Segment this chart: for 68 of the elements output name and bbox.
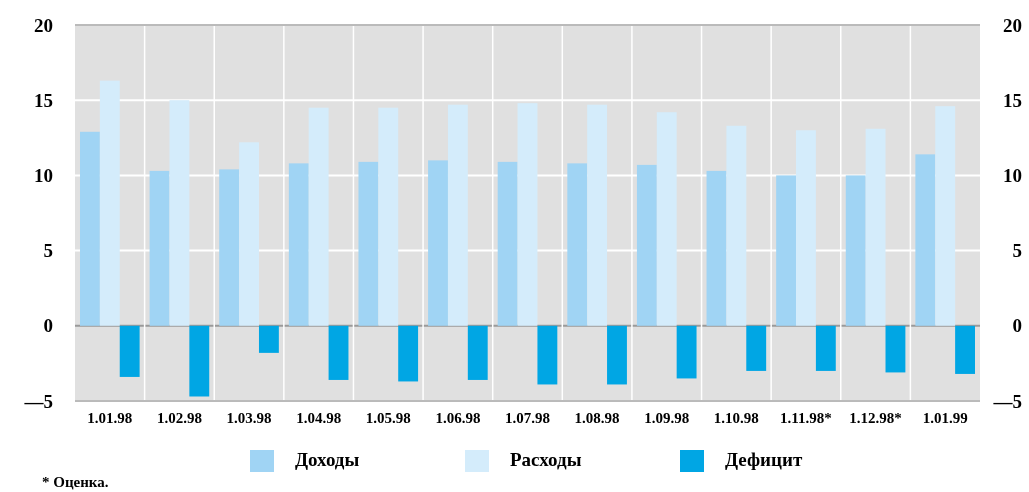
bar: [288, 163, 309, 326]
bar: [308, 107, 329, 326]
bar: [706, 170, 727, 326]
bar: [676, 325, 697, 379]
y2-tick-label: 15: [1003, 89, 1022, 111]
bar: [885, 325, 906, 373]
text: * Оценка.: [42, 474, 109, 490]
bar: [80, 131, 100, 326]
bar: [656, 112, 677, 326]
x-tick-label: 1.01.98: [87, 410, 133, 426]
legend-label: Доходы: [295, 449, 360, 470]
x-tick-label: 1.09.98: [644, 410, 690, 426]
bar: [955, 325, 975, 374]
bar: [119, 325, 140, 377]
bar: [99, 80, 120, 326]
bar: [607, 325, 627, 385]
bar: [189, 325, 210, 397]
x-tick-label: 1.05.98: [365, 410, 411, 426]
bar: [537, 325, 558, 385]
x-tick-label: 1.02.98: [156, 410, 202, 426]
bar: [935, 106, 956, 326]
bar: [845, 175, 866, 326]
y2-tick-label: —5: [992, 390, 1022, 412]
bar: [497, 161, 518, 326]
x-tick-label: 1.07.98: [505, 410, 550, 426]
x-tick-label: 1.06.98: [435, 410, 481, 426]
y-tick-label: —5: [23, 390, 53, 412]
bar: [517, 103, 538, 326]
x-tick-label: 1.01.99: [922, 410, 968, 426]
bar: [865, 128, 886, 326]
y-tick-label: 5: [43, 240, 53, 262]
x-tick-label: 1.03.98: [226, 410, 272, 426]
bar: [239, 142, 259, 326]
bar: [815, 325, 836, 371]
y-tick-label: 20: [34, 14, 53, 36]
bar: [358, 161, 379, 326]
y-tick-label: 10: [34, 165, 53, 187]
bar: [636, 164, 657, 326]
bar: [587, 104, 608, 326]
y2-tick-label: 20: [1003, 14, 1022, 36]
bar: [746, 325, 767, 371]
bar: [219, 169, 240, 326]
x-tick-label: 1.12.98*: [849, 410, 902, 426]
x-tick-label: 1.04.98: [296, 410, 342, 426]
bar: [776, 175, 797, 326]
bar: [467, 325, 488, 380]
bar: [726, 125, 747, 326]
x-tick-label: 1.08.98: [574, 410, 620, 426]
bar: [447, 104, 468, 326]
x-tick-label: 1.10.98: [713, 410, 759, 426]
y2-tick-label: 10: [1003, 165, 1022, 187]
y-tick-label: 0: [43, 315, 53, 337]
bar: [915, 154, 936, 326]
bar: [428, 160, 448, 326]
bar: [149, 170, 170, 326]
legend-label: Дефицит: [725, 449, 803, 470]
y-tick-label: 15: [34, 89, 53, 111]
bar: [378, 107, 399, 326]
bar: [398, 325, 419, 382]
y2-tick-label: 0: [1012, 315, 1022, 337]
bar: [258, 325, 279, 353]
y2-tick-label: 5: [1012, 240, 1022, 262]
legend-label: Расходы: [510, 449, 582, 470]
bar: [567, 163, 588, 326]
x-tick-label: 1.11.98*: [780, 410, 832, 426]
bar: [169, 100, 190, 326]
bar: [796, 130, 816, 326]
bar: [328, 325, 349, 380]
